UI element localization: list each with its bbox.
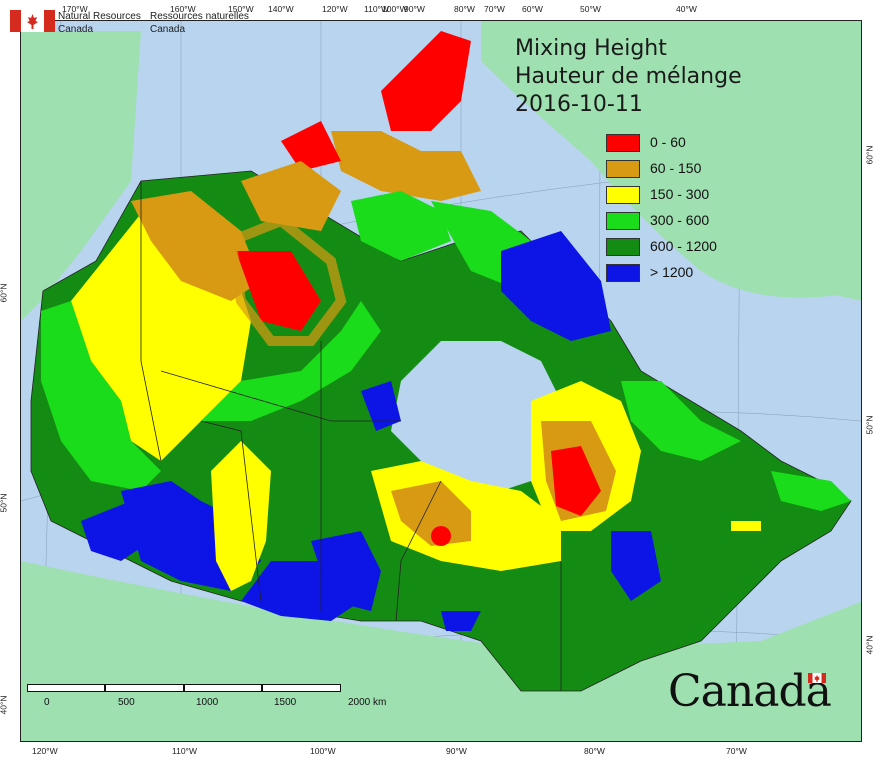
canada-flag-icon	[10, 10, 55, 32]
scale-label: 1000	[196, 697, 219, 708]
bottom-tick-label: 90°W	[446, 746, 467, 756]
scale-seg-4	[262, 684, 341, 692]
bottom-tick-label: 120°W	[32, 746, 58, 756]
agency-fr: Ressources naturelles Canada	[150, 10, 249, 36]
top-tick-label: 60°W	[522, 4, 543, 14]
canada-wordmark: Canada	[668, 666, 832, 717]
right-tick-label: 50°N	[864, 415, 875, 435]
top-tick-label: 40°W	[676, 4, 697, 14]
left-tick-label: 40°N	[0, 695, 9, 715]
foreign-land	[21, 21, 861, 741]
bottom-tick-label: 110°W	[172, 746, 197, 756]
legend-swatch	[606, 160, 640, 178]
green-belt-west	[41, 301, 161, 491]
legend-label: 300 - 600	[650, 212, 710, 228]
scale-seg-3	[184, 684, 262, 692]
agency-fr-line1: Ressources naturelles	[150, 11, 249, 22]
scale-label: 0	[44, 697, 50, 708]
top-tick-label: 160°W	[170, 4, 196, 14]
top-tick-label: 170°W	[62, 4, 88, 14]
left-tick-label: 60°N	[0, 283, 9, 303]
top-tick-label: 140°W	[268, 4, 294, 14]
map-title-en: Mixing Height	[515, 36, 667, 61]
legend-label: 60 - 150	[650, 160, 702, 176]
bottom-tick-label: 70°W	[726, 746, 747, 756]
bottom-tick-label: 80°W	[584, 746, 605, 756]
legend-label: 0 - 60	[650, 134, 686, 150]
provincial-borders	[140, 181, 562, 691]
scale-seg-2	[105, 684, 184, 692]
agency-fr-line2: Canada	[150, 24, 186, 35]
scale-label: 1500	[274, 697, 297, 708]
legend-label: > 1200	[650, 264, 694, 280]
legend-swatch	[606, 186, 640, 204]
mixing-height-map	[21, 21, 861, 741]
top-tick-label: 150°W	[228, 4, 254, 14]
agency-en-line1: Natural Resources	[58, 11, 141, 22]
top-tick-label: 100°W	[382, 4, 408, 14]
top-tick-label: 110°W	[364, 4, 389, 14]
legend-label: 150 - 300	[650, 186, 710, 202]
legend-swatch	[606, 264, 640, 282]
right-tick-label: 60°N	[864, 145, 875, 165]
map-date: 2016-10-11	[515, 92, 643, 117]
top-tick-label: 70°W	[484, 4, 505, 14]
agency-en-line2: Canada	[58, 24, 94, 35]
wordmark-flag-icon	[808, 673, 826, 683]
right-tick-label: 40°N	[864, 635, 875, 655]
top-tick-label: 80°W	[454, 4, 475, 14]
hudson-bay	[391, 341, 561, 491]
map-title-fr: Hauteur de mélange	[515, 64, 742, 89]
bottom-tick-label: 100°W	[310, 746, 336, 756]
legend-swatch	[606, 212, 640, 230]
left-tick-label: 50°N	[0, 493, 9, 513]
map-canvas[interactable]	[20, 20, 862, 742]
scale-bar	[27, 684, 341, 692]
arctic-islands	[381, 31, 471, 131]
legend-swatch	[606, 134, 640, 152]
top-tick-label: 120°W	[322, 4, 348, 14]
legend-label: 600 - 1200	[650, 238, 717, 254]
legend-swatch	[606, 238, 640, 256]
scale-label: 2000 km	[348, 697, 387, 708]
agency-en: Natural Resources Canada	[58, 10, 141, 36]
scale-label: 500	[118, 697, 135, 708]
scale-seg-1	[27, 684, 105, 692]
top-tick-label: 50°W	[580, 4, 601, 14]
top-tick-label: 90°W	[404, 4, 425, 14]
